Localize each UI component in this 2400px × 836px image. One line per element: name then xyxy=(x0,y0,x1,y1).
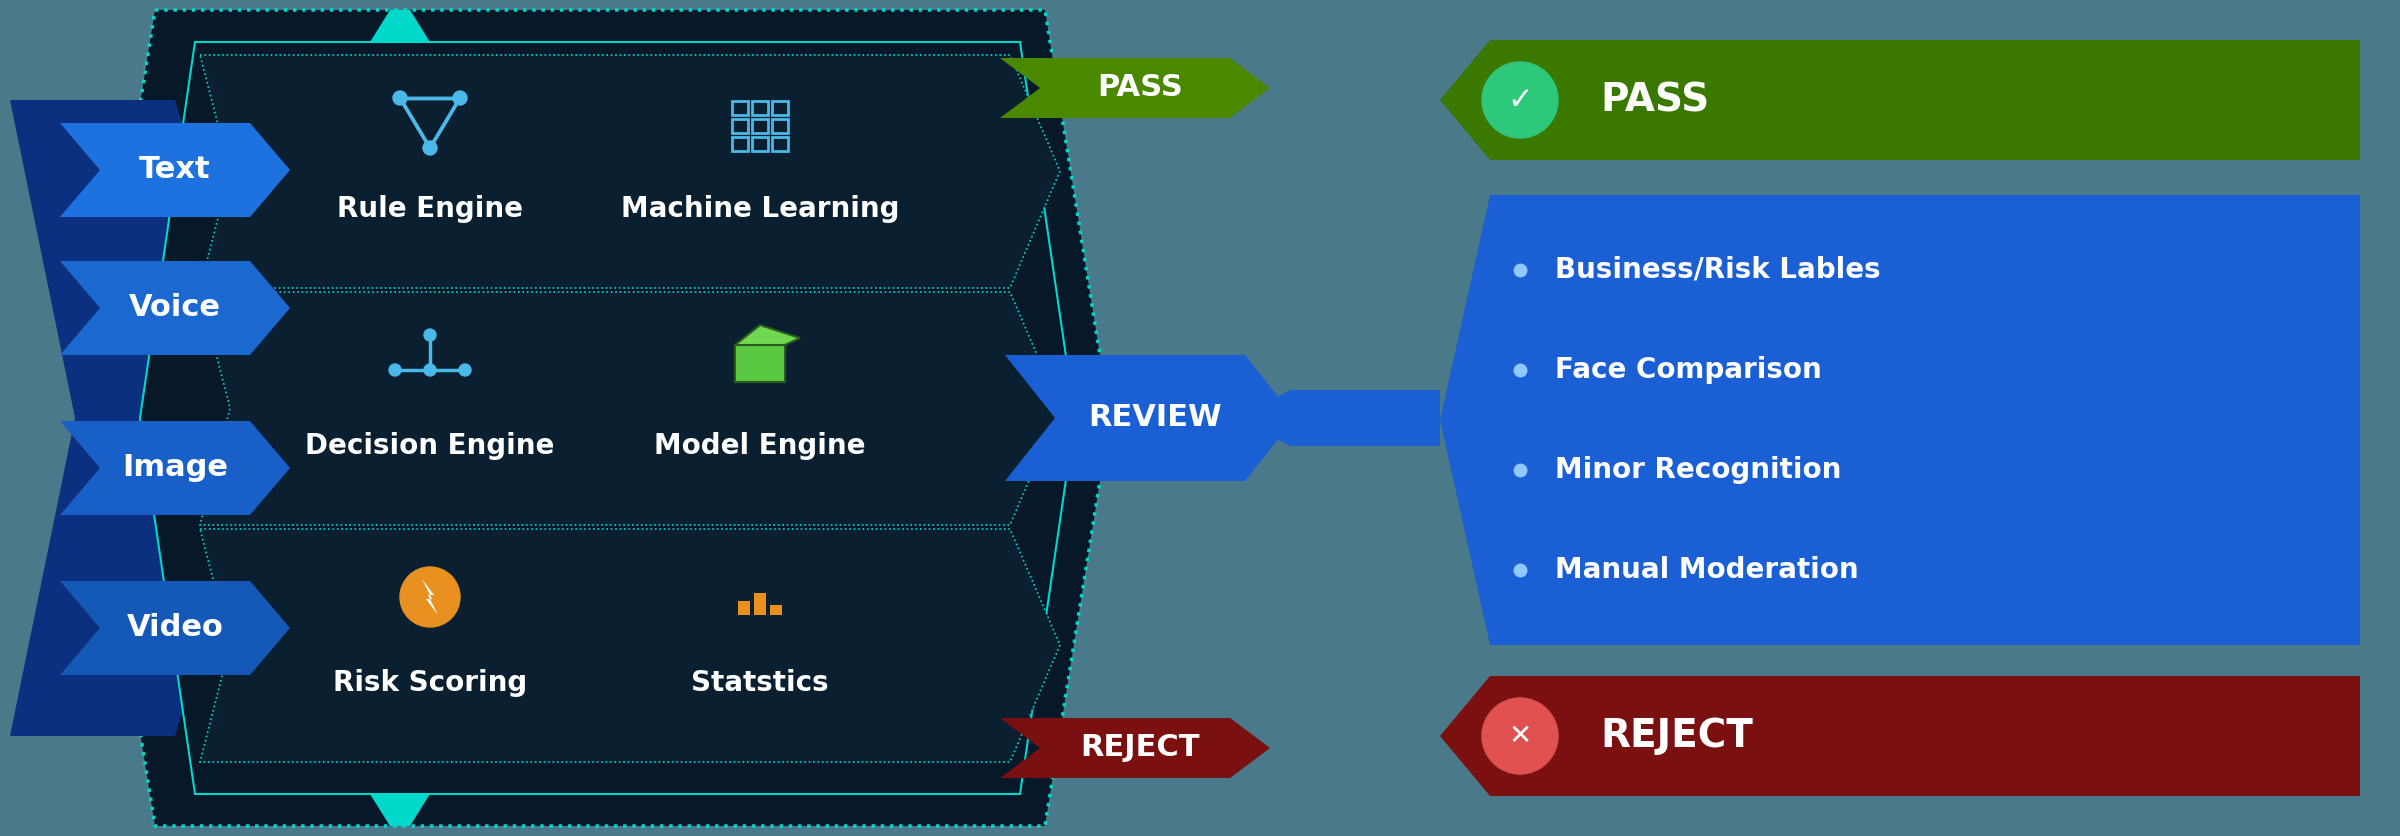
Text: ✕: ✕ xyxy=(1507,722,1531,750)
Circle shape xyxy=(454,91,468,105)
Polygon shape xyxy=(1001,718,1270,778)
Text: Voice: Voice xyxy=(130,293,221,323)
Text: Machine Learning: Machine Learning xyxy=(622,195,900,223)
Text: PASS: PASS xyxy=(1601,81,1709,119)
Polygon shape xyxy=(60,421,290,515)
Polygon shape xyxy=(60,261,290,355)
Polygon shape xyxy=(199,55,1061,288)
Text: REJECT: REJECT xyxy=(1601,717,1752,755)
Circle shape xyxy=(401,567,461,627)
Text: Text: Text xyxy=(139,155,211,185)
Polygon shape xyxy=(139,42,1075,794)
Text: REVIEW: REVIEW xyxy=(1087,404,1222,432)
Text: Image: Image xyxy=(122,453,228,482)
Bar xyxy=(773,119,787,133)
Circle shape xyxy=(422,141,437,155)
Bar xyxy=(770,605,782,615)
Circle shape xyxy=(1483,698,1558,774)
Polygon shape xyxy=(370,10,430,42)
Polygon shape xyxy=(370,794,430,826)
Polygon shape xyxy=(60,581,290,675)
Polygon shape xyxy=(1440,676,2359,796)
Polygon shape xyxy=(60,123,290,217)
Bar xyxy=(773,137,787,151)
Bar xyxy=(732,137,749,151)
Bar xyxy=(773,101,787,115)
Polygon shape xyxy=(1006,355,1296,481)
Polygon shape xyxy=(1001,58,1270,118)
Text: Model Engine: Model Engine xyxy=(655,432,866,460)
Text: ✓: ✓ xyxy=(1507,85,1534,115)
Bar xyxy=(739,601,749,615)
Polygon shape xyxy=(734,325,799,345)
Bar xyxy=(732,101,749,115)
Bar xyxy=(751,119,768,133)
Bar xyxy=(732,119,749,133)
Polygon shape xyxy=(422,579,439,615)
Polygon shape xyxy=(1440,40,2359,160)
Circle shape xyxy=(394,91,408,105)
Polygon shape xyxy=(91,10,1109,826)
Circle shape xyxy=(458,364,470,376)
Bar xyxy=(751,101,768,115)
Bar xyxy=(754,593,766,615)
Polygon shape xyxy=(1241,390,1440,446)
Polygon shape xyxy=(199,292,1061,525)
Text: REJECT: REJECT xyxy=(1080,733,1200,762)
Polygon shape xyxy=(199,529,1061,762)
Text: PASS: PASS xyxy=(1097,74,1183,103)
Text: Video: Video xyxy=(127,614,223,643)
Text: Manual Moderation: Manual Moderation xyxy=(1555,556,1858,584)
Circle shape xyxy=(389,364,401,376)
Text: Risk Scoring: Risk Scoring xyxy=(334,669,528,697)
Text: Decision Engine: Decision Engine xyxy=(305,432,554,460)
Text: Rule Engine: Rule Engine xyxy=(336,195,523,223)
Polygon shape xyxy=(1440,195,2359,645)
Text: Face Comparison: Face Comparison xyxy=(1555,356,1822,384)
Polygon shape xyxy=(10,100,269,736)
Circle shape xyxy=(425,329,437,341)
Text: Minor Recognition: Minor Recognition xyxy=(1555,456,1841,484)
Polygon shape xyxy=(734,345,785,382)
Circle shape xyxy=(1483,62,1558,138)
Text: Business/Risk Lables: Business/Risk Lables xyxy=(1555,256,1882,284)
Text: Statstics: Statstics xyxy=(691,669,828,697)
Bar xyxy=(751,137,768,151)
Circle shape xyxy=(425,364,437,376)
